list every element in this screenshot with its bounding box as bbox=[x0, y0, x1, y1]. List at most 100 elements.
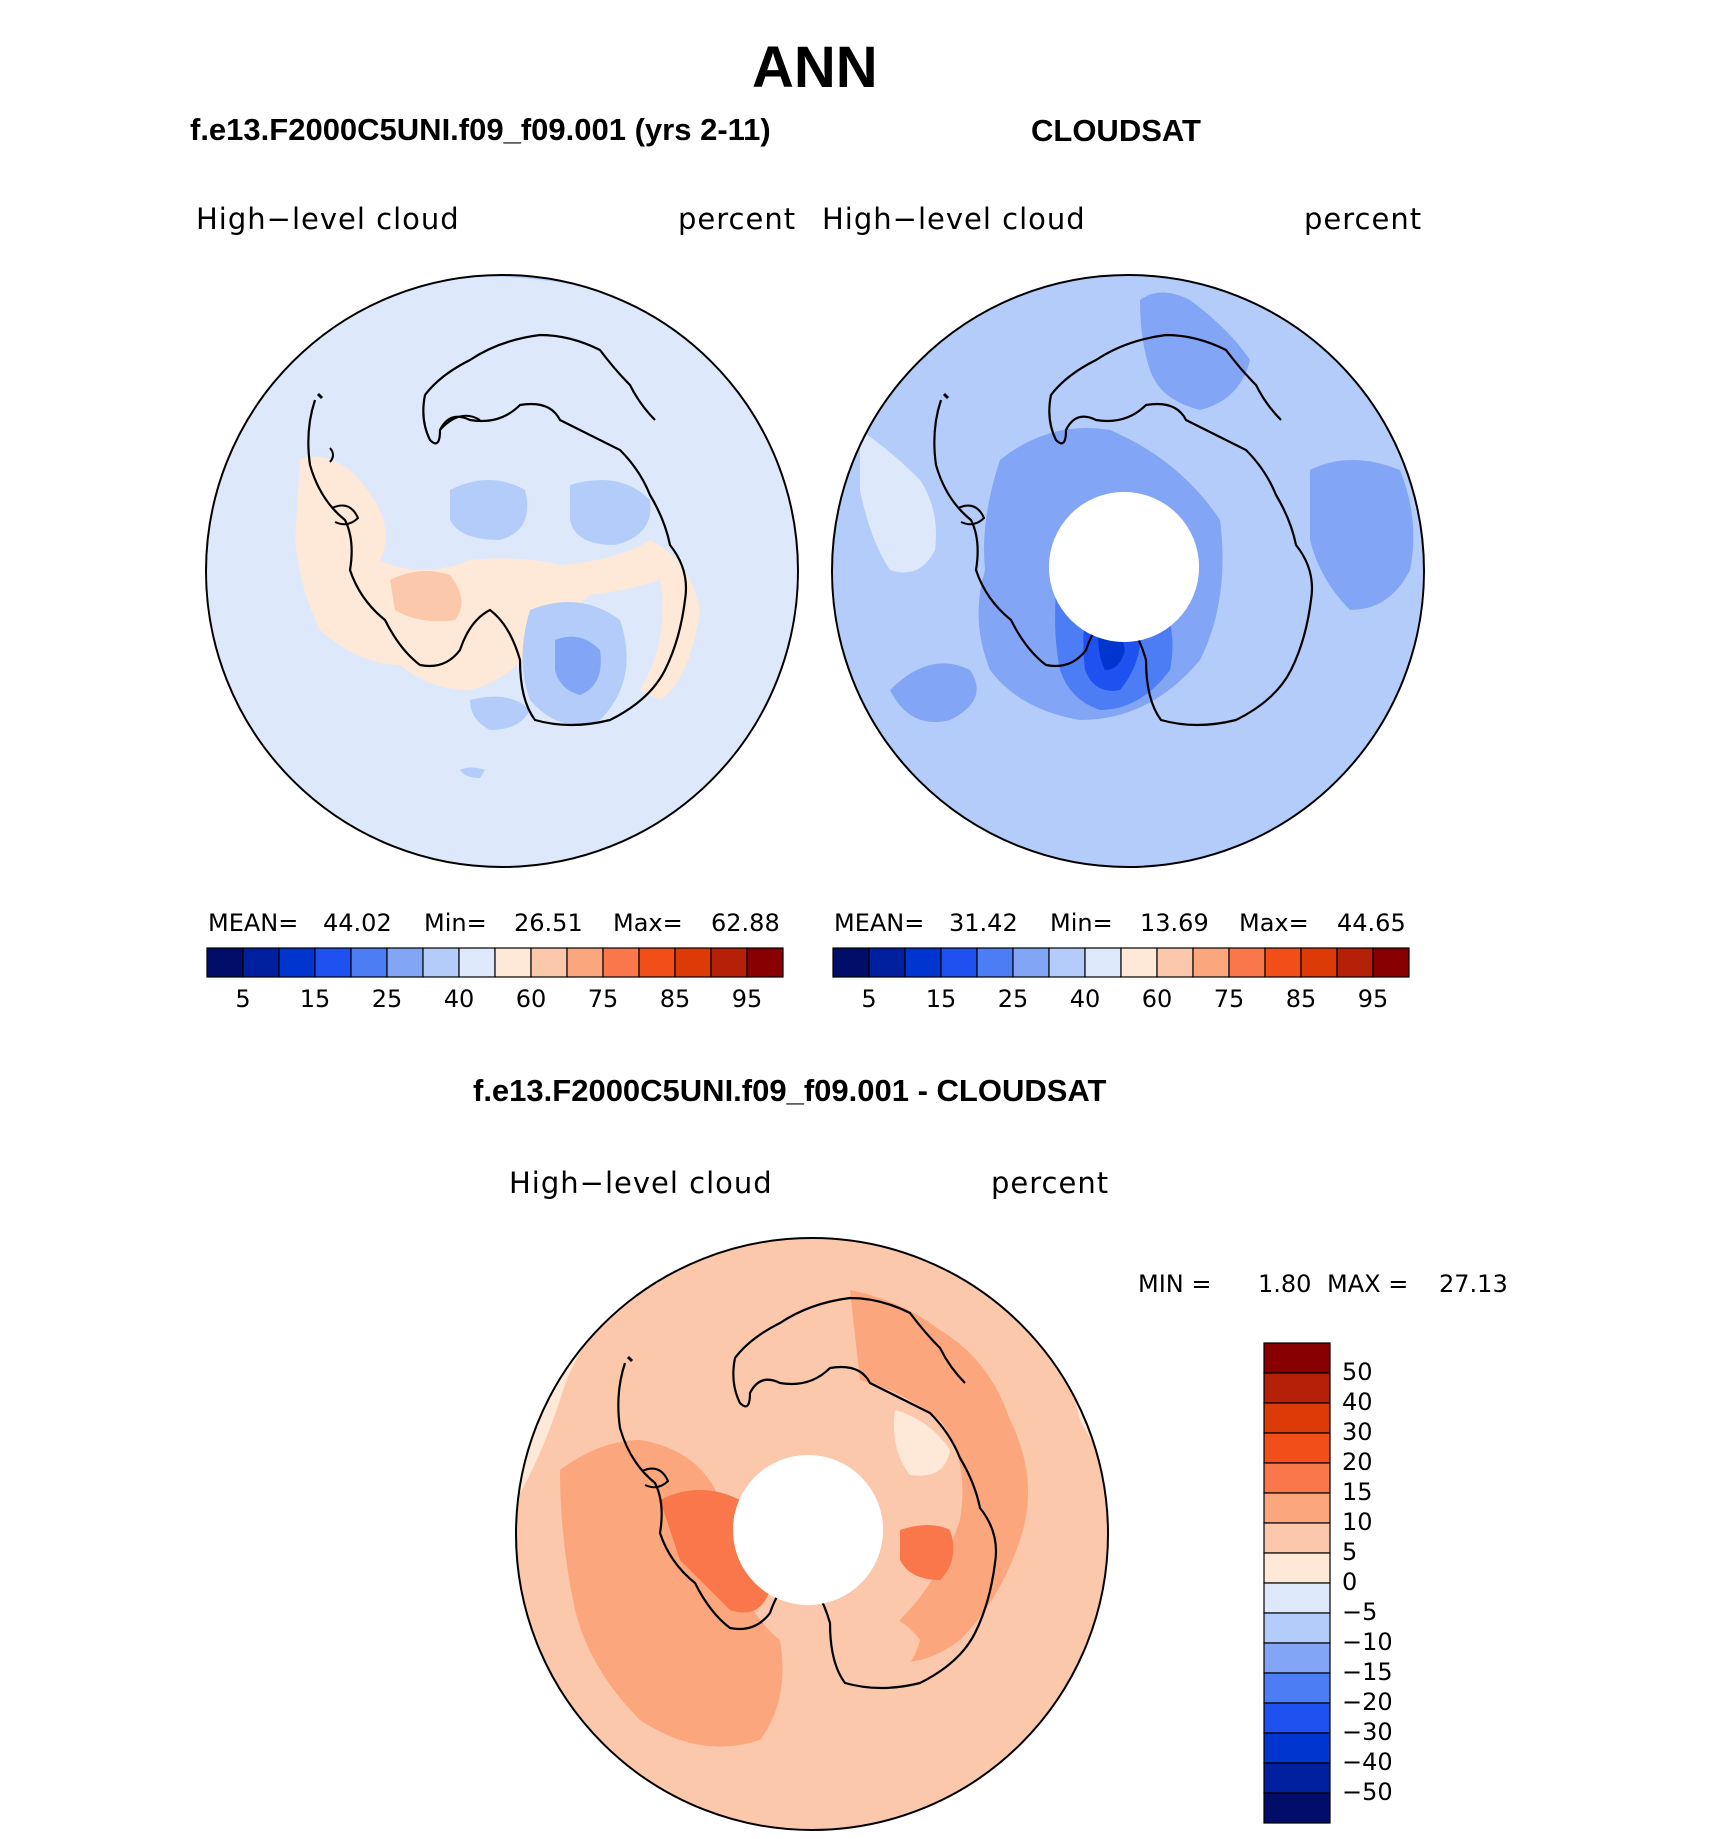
colorbar-tick-label: 40 bbox=[1342, 1388, 1373, 1416]
colorbar-box bbox=[350, 947, 388, 978]
colorbar-tick-label: 25 bbox=[997, 985, 1029, 1013]
colorbar-box bbox=[1263, 1372, 1331, 1404]
colorbar-tick-label: 5 bbox=[235, 985, 251, 1013]
colorbar-box bbox=[1192, 947, 1230, 978]
colorbar-box bbox=[1120, 947, 1158, 978]
colorbar-box bbox=[1300, 947, 1338, 978]
colorbar-box bbox=[1263, 1462, 1331, 1494]
left-mean-value: 44.02 bbox=[323, 909, 392, 937]
left-units-label: percent bbox=[678, 202, 797, 236]
right-mean-value: 31.42 bbox=[949, 909, 1018, 937]
colorbar-box bbox=[638, 947, 676, 978]
colorbar-box bbox=[940, 947, 978, 978]
colorbar-tick-label: −10 bbox=[1342, 1628, 1393, 1656]
colorbar-box bbox=[1263, 1402, 1331, 1434]
colorbar-box bbox=[1263, 1702, 1331, 1734]
colorbar-box bbox=[1263, 1342, 1331, 1374]
colorbar-box bbox=[422, 947, 460, 978]
colorbar-tick-label: 85 bbox=[1285, 985, 1317, 1013]
colorbar-tick-label: 75 bbox=[587, 985, 619, 1013]
right-max-value: 44.65 bbox=[1337, 909, 1406, 937]
difference-units-label: percent bbox=[991, 1166, 1110, 1200]
difference-variable-label: High−level cloud bbox=[509, 1166, 773, 1200]
colorbar-tick-label: 20 bbox=[1342, 1448, 1373, 1476]
difference-map-border bbox=[515, 1237, 1109, 1831]
colorbar-tick-label: 30 bbox=[1342, 1418, 1373, 1446]
colorbar-tick-label: −30 bbox=[1342, 1718, 1393, 1746]
colorbar-box bbox=[746, 947, 784, 978]
colorbar-tick-label: −5 bbox=[1342, 1598, 1378, 1626]
right-map-border bbox=[831, 274, 1425, 868]
left-min-label: Min= bbox=[424, 909, 487, 937]
left-mean-label: MEAN= bbox=[208, 909, 299, 937]
colorbar-tick-label: 0 bbox=[1342, 1568, 1358, 1596]
colorbar-box bbox=[1263, 1792, 1331, 1824]
left-map bbox=[206, 275, 798, 867]
colorbar-box bbox=[1263, 1642, 1331, 1674]
colorbar-box bbox=[1012, 947, 1050, 978]
colorbar-tick-label: 50 bbox=[1342, 1358, 1373, 1386]
colorbar-box bbox=[868, 947, 906, 978]
right-variable-label: High−level cloud bbox=[822, 202, 1086, 236]
colorbar-tick-label: 60 bbox=[515, 985, 547, 1013]
colorbar-box bbox=[1263, 1612, 1331, 1644]
colorbar-tick-label: 85 bbox=[659, 985, 691, 1013]
colorbar-box bbox=[494, 947, 532, 978]
difference-max-label: MAX = bbox=[1327, 1270, 1409, 1298]
difference-max-value: 27.13 bbox=[1439, 1270, 1508, 1298]
colorbar-box bbox=[1156, 947, 1194, 978]
left-min-value: 26.51 bbox=[514, 909, 583, 937]
left-case-title: f.e13.F2000C5UNI.f09_f09.001 (yrs 2-11) bbox=[190, 112, 771, 147]
colorbar-tick-label: 5 bbox=[861, 985, 877, 1013]
colorbar-box bbox=[1263, 1672, 1331, 1704]
colorbar-tick-label: 15 bbox=[1342, 1478, 1373, 1506]
colorbar-tick-label: 75 bbox=[1213, 985, 1245, 1013]
colorbar-box bbox=[1228, 947, 1266, 978]
colorbar-box bbox=[602, 947, 640, 978]
colorbar-box bbox=[1048, 947, 1086, 978]
difference-min-label: MIN = bbox=[1138, 1270, 1212, 1298]
colorbar-tick-label: −20 bbox=[1342, 1688, 1393, 1716]
difference-min-value: 1.80 bbox=[1258, 1270, 1312, 1298]
left-max-label: Max= bbox=[613, 909, 683, 937]
colorbar-tick-label: −15 bbox=[1342, 1658, 1393, 1686]
colorbar-box bbox=[458, 947, 496, 978]
colorbar-box bbox=[278, 947, 316, 978]
colorbar-box bbox=[976, 947, 1014, 978]
colorbar-box bbox=[566, 947, 604, 978]
right-min-label: Min= bbox=[1050, 909, 1113, 937]
colorbar-box bbox=[1263, 1522, 1331, 1554]
colorbar-tick-label: 40 bbox=[1069, 985, 1101, 1013]
right-mean-label: MEAN= bbox=[834, 909, 925, 937]
colorbar-box bbox=[904, 947, 942, 978]
colorbar-box bbox=[530, 947, 568, 978]
difference-case-title: f.e13.F2000C5UNI.f09_f09.001 - CLOUDSAT bbox=[473, 1073, 1107, 1108]
colorbar-box bbox=[1263, 1582, 1331, 1614]
colorbar-box bbox=[314, 947, 352, 978]
right-max-label: Max= bbox=[1239, 909, 1309, 937]
colorbar-tick-label: 40 bbox=[443, 985, 475, 1013]
colorbar-box bbox=[1263, 1732, 1331, 1764]
right-colorbar bbox=[832, 947, 1410, 978]
left-variable-label: High−level cloud bbox=[196, 202, 460, 236]
colorbar-box bbox=[242, 947, 280, 978]
colorbar-box bbox=[1372, 947, 1410, 978]
colorbar-tick-label: 15 bbox=[925, 985, 957, 1013]
left-colorbar bbox=[206, 947, 784, 978]
colorbar-box bbox=[1263, 1492, 1331, 1524]
left-max-value: 62.88 bbox=[711, 909, 780, 937]
colorbar-tick-label: 5 bbox=[1342, 1538, 1358, 1566]
difference-colorbar bbox=[1263, 1342, 1331, 1824]
right-min-value: 13.69 bbox=[1140, 909, 1209, 937]
colorbar-box bbox=[1263, 1432, 1331, 1464]
colorbar-box bbox=[1263, 1552, 1331, 1584]
colorbar-tick-label: 95 bbox=[1357, 985, 1389, 1013]
colorbar-tick-label: −40 bbox=[1342, 1748, 1393, 1776]
colorbar-tick-label: −50 bbox=[1342, 1778, 1393, 1806]
colorbar-box bbox=[832, 947, 870, 978]
colorbar-box bbox=[674, 947, 712, 978]
colorbar-tick-label: 95 bbox=[731, 985, 763, 1013]
colorbar-box bbox=[1264, 947, 1302, 978]
right-units-label: percent bbox=[1304, 202, 1423, 236]
